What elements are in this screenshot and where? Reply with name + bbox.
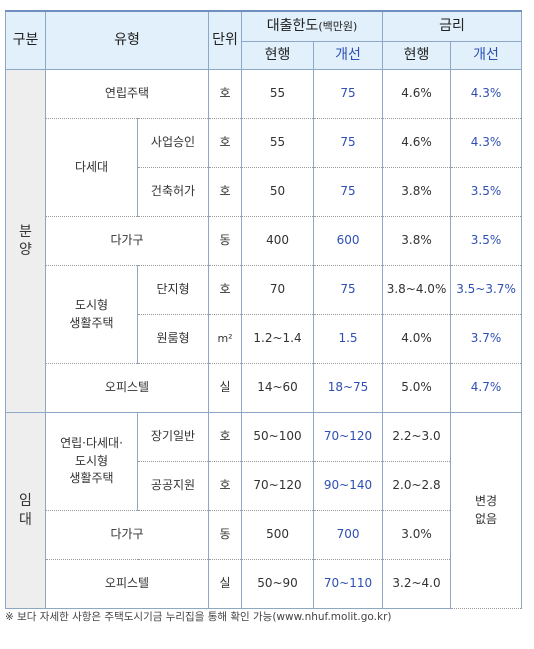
type: 연립주택: [44, 69, 210, 119]
header-current: 현행: [382, 41, 452, 70]
group-label: 도시형 생활주택: [45, 265, 138, 364]
table-row: 공공지원 호 70~120 90~140 2.0~2.8: [6, 461, 522, 511]
table-row: 건축허가 호 50 75 3.8% 3.5%: [6, 167, 523, 217]
header-unit: 단위: [208, 10, 243, 70]
loan-current: 400: [241, 216, 315, 266]
section-label: 임대: [5, 412, 46, 609]
header-improved: 개선: [313, 41, 384, 70]
loan-current: 55: [241, 118, 315, 168]
rate-improved: 3.7%: [450, 314, 523, 364]
loan-improved: 75: [313, 265, 384, 315]
loan-improved: 70~120: [313, 412, 384, 462]
rate-current: 2.0~2.8: [382, 461, 452, 511]
table-row: 임대 연립·다세대· 도시형 생활주택 장기일반 호 50~100 70~120 2.2~3…: [5, 412, 523, 609]
loan-improved: 70~110: [313, 559, 384, 609]
loan-improved: 18~75: [313, 363, 384, 413]
header-loan: 대출한도(백만원): [241, 10, 384, 42]
unit: 호: [208, 412, 243, 462]
unit: 실: [208, 363, 243, 413]
type: 다가구: [44, 510, 210, 560]
loan-improved: 90~140: [313, 461, 384, 511]
loan-current: 70: [241, 265, 315, 315]
loan-current: 14~60: [241, 363, 315, 413]
type: 장기일반: [136, 412, 210, 462]
unit: m²: [208, 314, 243, 364]
loan-improved: 700: [313, 510, 384, 560]
group-label: 다세대: [45, 118, 138, 217]
group-label: 연립·다세대· 도시형 생활주택: [45, 412, 138, 511]
loan-current: 50~100: [241, 412, 315, 462]
table-row: 다세대 사업승인 호 55 75 4.6% 4.3%: [6, 118, 523, 217]
loan-current: 55: [241, 69, 315, 119]
type: 다가구: [44, 216, 210, 266]
rate-current: 3.8%: [382, 167, 452, 217]
rate-improved: 3.5~3.7%: [450, 265, 523, 315]
unit: 호: [208, 167, 243, 217]
rate-improved: 4.3%: [450, 118, 523, 168]
rate-improved: 4.3%: [450, 69, 523, 119]
loan-current: 50: [241, 167, 315, 217]
header-category: 구분: [5, 10, 46, 70]
type: 건축허가: [136, 167, 210, 217]
loan-title: 대출한도: [266, 18, 319, 35]
loan-current: 70~120: [241, 461, 315, 511]
table-row: 오피스텔 실 14~60 18~75 5.0% 4.7%: [6, 363, 523, 413]
type: 오피스텔: [44, 363, 210, 413]
header-type: 유형: [44, 10, 210, 70]
rate-current: 3.8~4.0%: [382, 265, 452, 315]
loan-current: 50~90: [241, 559, 315, 609]
rate-current: 3.2~4.0: [382, 559, 452, 609]
loan-improved: 600: [313, 216, 384, 266]
rate-current: 4.6%: [382, 69, 452, 119]
rate-improved: 3.5%: [450, 167, 523, 217]
header-rate: 금리: [382, 10, 523, 42]
footnote: ※ 보다 자세한 사항은 주택도시기금 누리집을 통해 확인 가능(www.nh…: [5, 611, 392, 623]
unit: 호: [208, 69, 243, 119]
header-improved: 개선: [450, 41, 523, 70]
loan-improved: 1.5: [313, 314, 384, 364]
rate-current: 3.8%: [382, 216, 452, 266]
loan-improved: 75: [313, 167, 384, 217]
unit: 호: [208, 461, 243, 511]
table-row: 다가구 동 500 700 3.0%: [6, 510, 522, 560]
type: 단지형: [136, 265, 210, 315]
type: 사업승인: [136, 118, 210, 168]
rate-current: 4.6%: [382, 118, 452, 168]
rate-note: 변경 없음: [450, 412, 523, 609]
unit: 실: [208, 559, 243, 609]
table-row: 다가구 동 400 600 3.8% 3.5%: [6, 216, 523, 266]
unit: 동: [208, 510, 243, 560]
type: 공공지원: [136, 461, 210, 511]
type: 오피스텔: [44, 559, 210, 609]
table-row: 오피스텔 실 50~90 70~110 3.2~4.0: [6, 559, 522, 609]
unit: 동: [208, 216, 243, 266]
loan-improved: 75: [313, 118, 384, 168]
rate-current: 4.0%: [382, 314, 452, 364]
table-row: 원룸형 m² 1.2~1.4 1.5 4.0% 3.7%: [6, 314, 523, 364]
table-row: 분양 연립주택 호 55 75 4.6% 4.3%: [5, 69, 523, 413]
rate-current: 2.2~3.0: [382, 412, 452, 462]
rate-improved: 4.7%: [450, 363, 523, 413]
loan-unit: (백만원): [318, 20, 358, 34]
header-current: 현행: [241, 41, 315, 70]
unit: 호: [208, 118, 243, 168]
loan-current: 1.2~1.4: [241, 314, 315, 364]
table-body: 분양 연립주택 호 55 75 4.6% 4.3% 다세대 사업승인 호 55 75 4.6% 4.3% 건…: [5, 69, 523, 609]
loan-improved: 75: [313, 69, 384, 119]
type: 원룸형: [136, 314, 210, 364]
loan-table: 구분 유형 단위 대출한도(백만원) 금리 현행 개선 현행 개선 분양 연립주택…: [5, 10, 523, 609]
rate-improved: 3.5%: [450, 216, 523, 266]
rate-current: 5.0%: [382, 363, 452, 413]
rate-current: 3.0%: [382, 510, 452, 560]
section-label: 분양: [5, 69, 46, 413]
loan-current: 500: [241, 510, 315, 560]
unit: 호: [208, 265, 243, 315]
table-row: 도시형 생활주택 단지형 호 70 75 3.8~4.0% 3.5~3.7%: [6, 265, 523, 364]
